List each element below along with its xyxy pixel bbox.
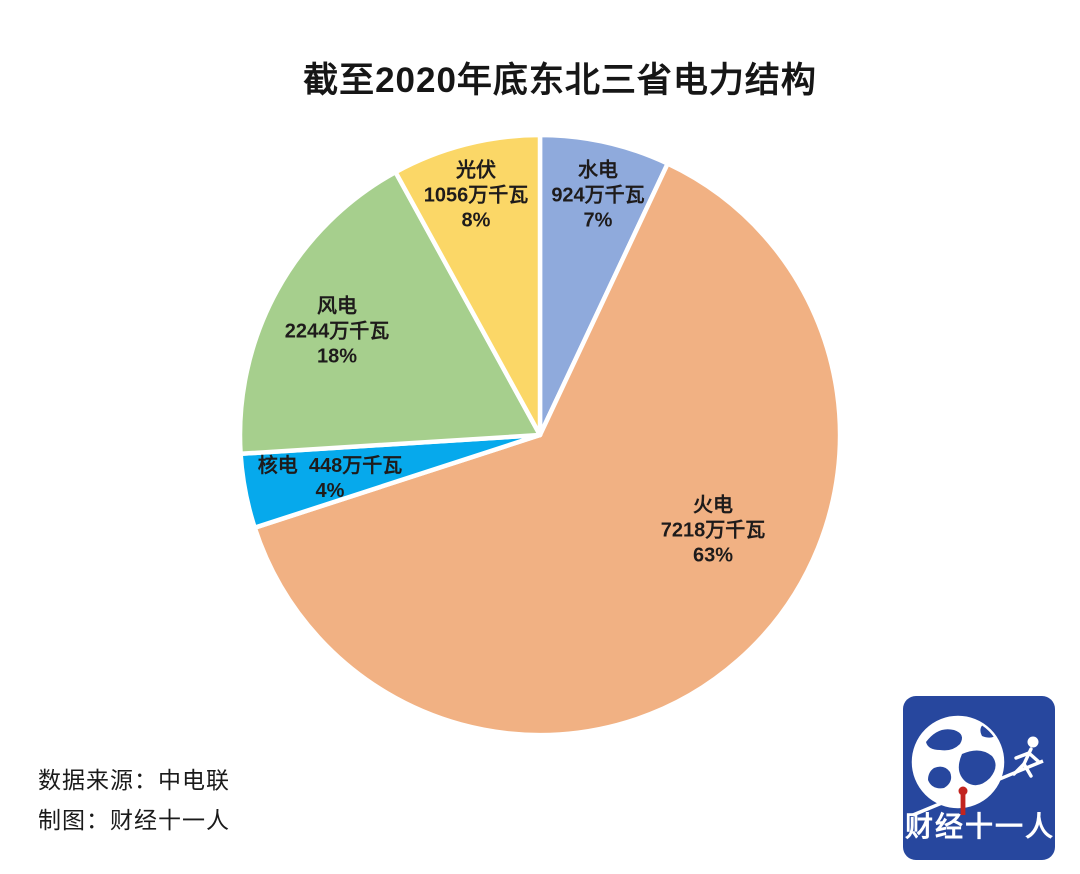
credit-text: 制图：财经十一人 <box>38 807 230 833</box>
fulcrum-mark <box>958 786 968 815</box>
logo-text: 财经十一人 <box>905 810 1055 842</box>
publisher-logo: 财经十一人 <box>903 696 1055 860</box>
runner-icon <box>1012 736 1041 778</box>
lever-line <box>912 759 1044 817</box>
pie-slice-thermal <box>252 161 843 738</box>
globe-icon <box>911 715 1005 809</box>
pie-slice-wind <box>237 169 543 457</box>
data-source-text: 数据来源：中电联 <box>38 767 230 793</box>
chart-title: 截至2020年底东北三省电力结构 <box>303 61 817 100</box>
pie-slice-hydro <box>537 132 670 438</box>
pie-slice-solar <box>393 132 543 438</box>
source-block: 数据来源：中电联 制图：财经十一人 <box>38 760 230 840</box>
